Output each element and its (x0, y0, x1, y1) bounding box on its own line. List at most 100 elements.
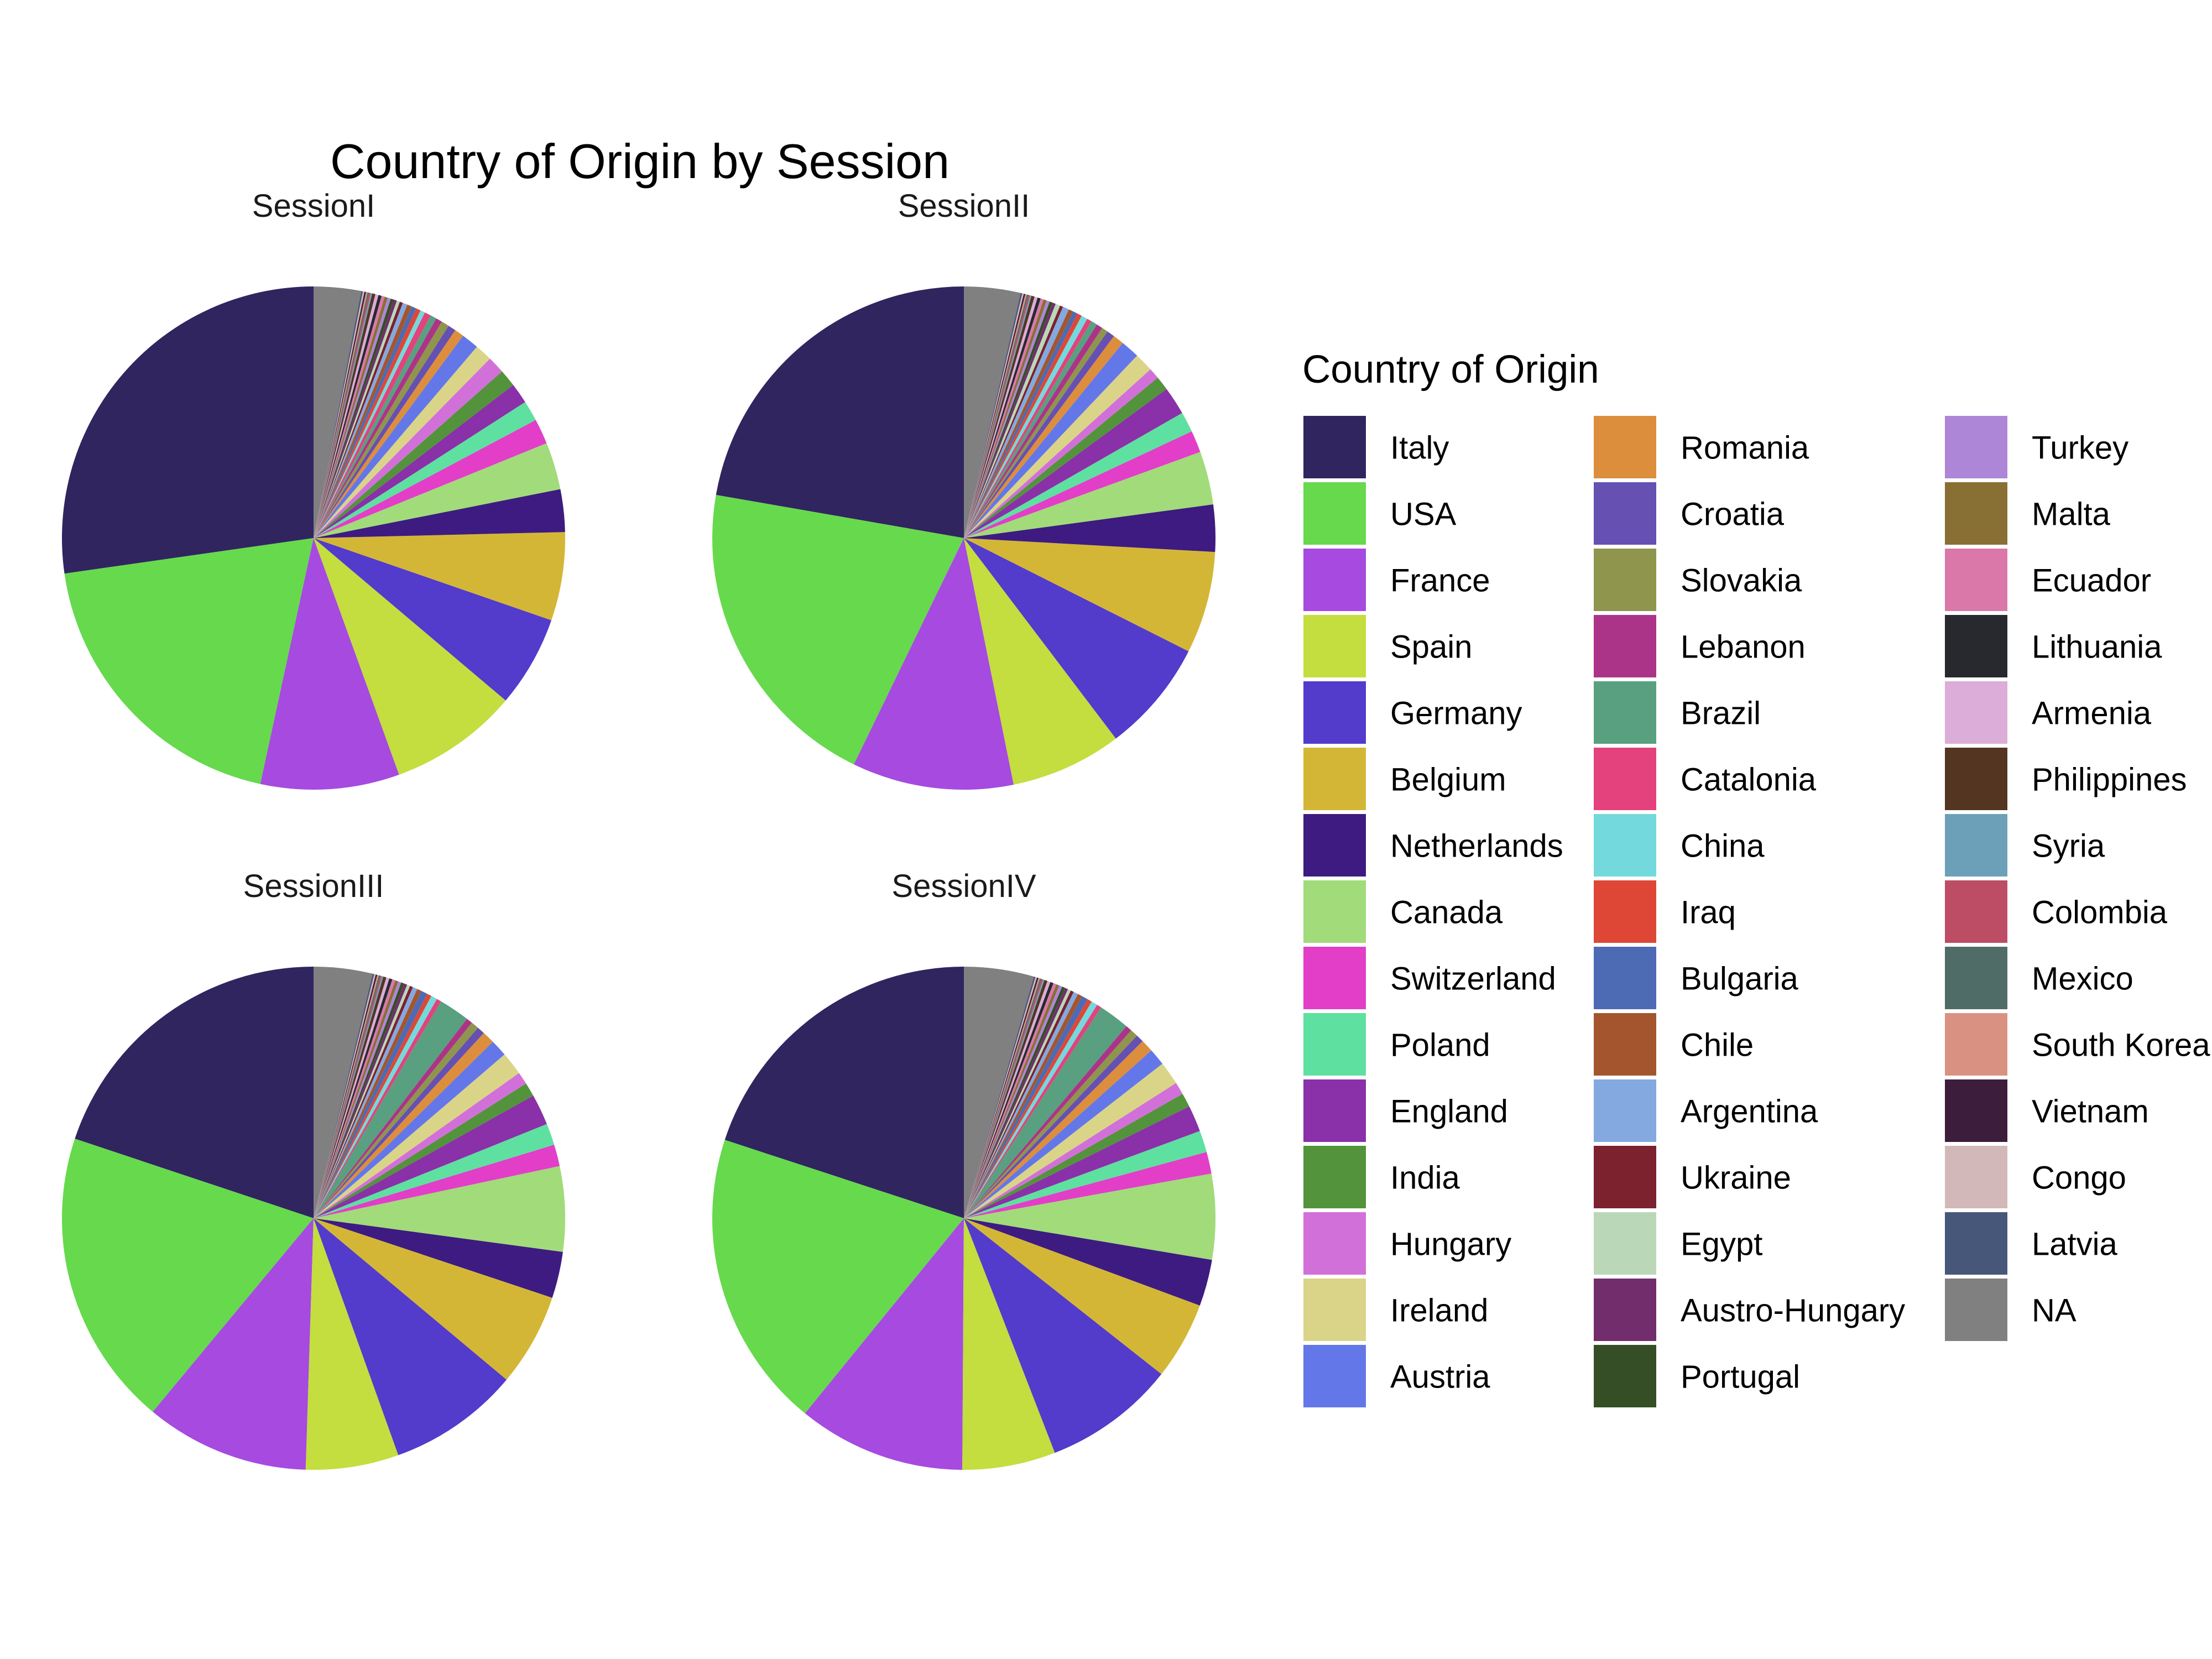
pie-slice-malta (964, 984, 1060, 1218)
pie-slice-turkey (964, 300, 1050, 538)
pie-slice-na (314, 967, 373, 1218)
legend-item-spain: Spain (1303, 615, 1472, 677)
pie-slice-south-korea (314, 974, 379, 1218)
legend-label: Slovakia (1681, 563, 1802, 599)
pie-slice-armenia (964, 296, 1038, 538)
legend-label: Turkey (2032, 430, 2128, 466)
pie-slice-egypt (964, 304, 1060, 538)
legend-label: Portugal (1681, 1359, 1800, 1395)
legend-item-switzerland: Switzerland (1303, 947, 1556, 1009)
pie-slice-germany (964, 538, 1189, 739)
pie-slice-catalonia (314, 999, 441, 1218)
pie-slice-chile (314, 989, 422, 1218)
legend-label: Germany (1390, 696, 1522, 732)
legend-swatch (1303, 748, 1366, 810)
legend-item-armenia: Armenia (1945, 681, 2152, 744)
pie-panel-sessioniii: SessionIII (62, 868, 565, 1470)
pie-slice-chile (964, 309, 1073, 538)
pie-slice-italy (62, 286, 314, 574)
pie-slice-india (314, 1083, 534, 1218)
pie-slice-latvia (314, 973, 374, 1218)
legend-swatch (1594, 1212, 1656, 1275)
legend-swatch (1594, 814, 1656, 877)
legend-label: NA (2032, 1293, 2077, 1329)
legend-item-chile: Chile (1594, 1013, 1754, 1076)
pie-slice-austria (314, 1041, 505, 1218)
pie-slice-austro-hungary (314, 299, 397, 538)
pie-slice-germany (314, 1218, 507, 1455)
legend-label: Italy (1390, 430, 1449, 466)
pie-slice-ukraine (314, 301, 403, 538)
pie-slice-na (314, 286, 362, 538)
legend-swatch (1303, 1212, 1366, 1275)
legend-swatch (1303, 615, 1366, 677)
pie-slice-ecuador (314, 979, 395, 1218)
legend-label: Argentina (1681, 1094, 1818, 1130)
legend-label: Chile (1681, 1027, 1754, 1063)
pie-slice-chile (964, 994, 1082, 1218)
legend-swatch (1303, 681, 1366, 744)
pie-slice-lithuania (314, 295, 382, 538)
pie-slice-egypt (964, 989, 1071, 1218)
pie-slice-austria (314, 336, 477, 538)
pie-slice-malta (314, 980, 399, 1218)
pie-slice-slovakia (314, 1022, 478, 1218)
legend-item-england: England (1303, 1079, 1508, 1142)
legend-swatch (1303, 1013, 1366, 1076)
pie-slice-usa (712, 1140, 964, 1413)
pie-slice-brazil (964, 1007, 1126, 1218)
pie-slice-malta (964, 299, 1047, 538)
pie-slice-romania (964, 1041, 1151, 1218)
pie-slice-croatia (314, 326, 456, 538)
pie-slice-poland (964, 1131, 1207, 1218)
legend-label: Canada (1390, 895, 1503, 931)
pie-slice-argentina (314, 302, 408, 538)
pie-slice-na (964, 967, 1034, 1218)
legend-item-lithuania: Lithuania (1945, 615, 2162, 677)
legend-label: Poland (1390, 1027, 1490, 1063)
legend-item-belgium: Belgium (1303, 748, 1506, 810)
pie-slice-philippines (964, 295, 1035, 538)
panel-label: SessionIV (891, 868, 1036, 904)
legend-item-austro-hungary: Austro-Hungary (1594, 1279, 1905, 1341)
pie-slice-ireland (314, 1054, 519, 1218)
legend-label: Lithuania (2032, 629, 2162, 665)
legend-label: Iraq (1681, 895, 1736, 931)
pie-slice-armenia (314, 977, 390, 1218)
legend-item-netherlands: Netherlands (1303, 814, 1563, 877)
pie-slice-austria (964, 343, 1138, 538)
pie-slice-portugal (964, 301, 1053, 538)
pie-slice-philippines (964, 979, 1048, 1218)
chart-title: Country of Origin by Session (330, 134, 950, 189)
legend-label: Netherlands (1390, 828, 1563, 864)
pie-slice-vietnam (964, 294, 1026, 538)
pie-slice-mexico (964, 978, 1042, 1218)
pie-slice-netherlands (964, 504, 1215, 552)
legend-swatch (1594, 482, 1656, 545)
pie-slice-romania (964, 336, 1123, 538)
legend-swatch (1594, 1013, 1656, 1076)
legend-label: Philippines (2032, 762, 2187, 798)
pie-slice-belgium (964, 538, 1215, 651)
pie-slice-poland (314, 401, 536, 538)
legend-item-hungary: Hungary (1303, 1212, 1511, 1275)
legend-label: Austria (1390, 1359, 1490, 1395)
pie-slice-italy (716, 286, 964, 538)
pie-slice-argentina (314, 987, 418, 1218)
legend-swatch (1945, 1279, 2007, 1341)
pie-slice-ukraine (964, 990, 1074, 1218)
pie-slice-colombia (964, 295, 1030, 538)
pie-slice-bulgaria (314, 306, 416, 538)
pie-slice-na (964, 286, 1021, 538)
pie-slice-ukraine (964, 305, 1063, 538)
pie-slice-slovakia (964, 1030, 1138, 1218)
legend-item-na: NA (1945, 1279, 2077, 1341)
pie-slice-ireland (964, 355, 1151, 538)
legend-item-vietnam: Vietnam (1945, 1079, 2149, 1142)
pie-slice-congo (314, 974, 376, 1218)
pie-slice-vietnam (964, 977, 1039, 1218)
pie-slice-france (854, 538, 1014, 790)
pie-panels: SessionI SessionII SessionIII SessionIV (62, 188, 1215, 1470)
panel-label: SessionIII (243, 868, 384, 904)
legend-swatch (1594, 1345, 1656, 1407)
